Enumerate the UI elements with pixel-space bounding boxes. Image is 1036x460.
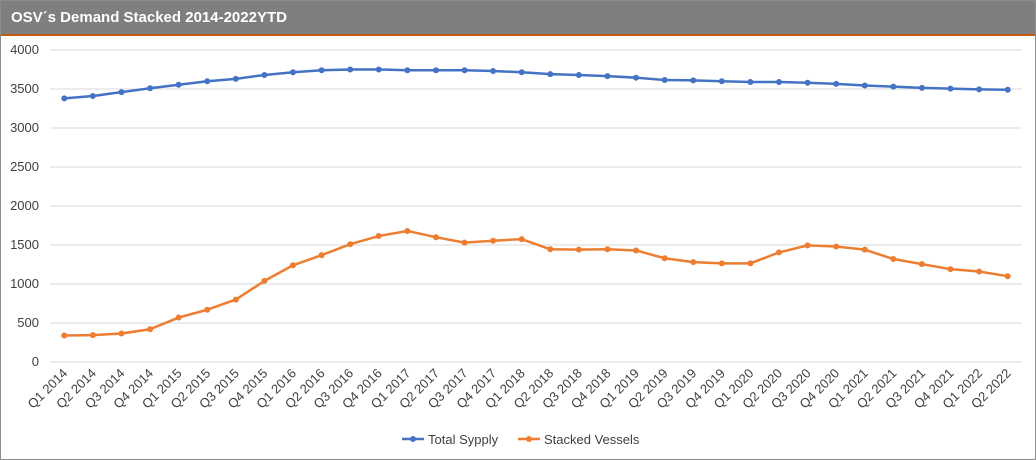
data-point <box>804 242 811 249</box>
data-point <box>147 85 154 92</box>
data-point <box>490 237 497 244</box>
series-line <box>64 68 1008 100</box>
data-point <box>118 330 125 337</box>
legend: Total Sypply Stacked Vessels <box>402 432 640 447</box>
data-point <box>204 306 211 313</box>
data-point <box>547 246 554 253</box>
data-point <box>490 68 497 75</box>
data-point <box>633 74 640 81</box>
legend-marker <box>526 436 532 442</box>
data-point <box>318 252 325 259</box>
data-point <box>147 326 154 333</box>
data-point <box>290 262 296 269</box>
title-bar: OSV´s Demand Stacked 2014-2022YTD <box>1 1 1035 36</box>
data-point <box>518 236 525 243</box>
gridlines <box>50 49 1022 363</box>
data-point <box>890 83 897 90</box>
data-point <box>432 234 439 241</box>
series-stacked-vessels <box>61 227 1011 339</box>
data-point <box>718 260 725 267</box>
series-line <box>64 229 1008 337</box>
data-point <box>747 78 754 85</box>
legend-item: Stacked Vessels <box>518 432 640 447</box>
data-point <box>976 268 983 275</box>
legend-marker <box>410 436 416 442</box>
data-point <box>290 69 296 76</box>
data-point <box>575 71 582 78</box>
data-point <box>947 85 954 92</box>
data-point <box>89 93 96 100</box>
data-point <box>804 79 811 86</box>
data-point <box>404 227 411 234</box>
data-point <box>833 80 840 87</box>
data-point <box>918 261 925 268</box>
data-point <box>661 255 668 262</box>
data-point <box>861 82 868 89</box>
y-tick-label: 500 <box>17 315 39 330</box>
data-point <box>747 260 754 267</box>
data-point <box>776 78 782 85</box>
y-tick-label: 3000 <box>10 120 39 135</box>
data-point <box>61 332 68 339</box>
data-point <box>947 266 954 273</box>
data-point <box>1004 273 1011 280</box>
data-point <box>861 246 868 253</box>
legend-item: Total Sypply <box>402 432 499 447</box>
data-point <box>604 73 611 80</box>
data-point <box>518 69 525 76</box>
y-tick-label: 2000 <box>10 198 39 213</box>
data-point <box>432 67 439 74</box>
y-tick-label: 2500 <box>10 159 39 174</box>
data-point <box>347 241 354 248</box>
y-tick-label: 1000 <box>10 276 39 291</box>
data-point <box>690 259 697 266</box>
data-point <box>375 66 382 73</box>
data-point <box>261 277 268 284</box>
data-point <box>118 89 125 96</box>
data-point <box>61 95 68 102</box>
legend-label: Total Sypply <box>428 432 499 447</box>
data-point <box>347 66 354 73</box>
data-point <box>175 81 182 88</box>
data-point <box>375 233 382 240</box>
y-tick-label: 4000 <box>10 42 39 57</box>
data-point <box>833 243 840 250</box>
data-point <box>204 78 211 85</box>
y-axis-ticks: 0 500 1000 1500 2000 2500 3000 3500 4000 <box>10 42 39 369</box>
y-tick-label: 0 <box>32 354 39 369</box>
data-point <box>661 77 668 84</box>
y-tick-label: 1500 <box>10 237 39 252</box>
series-layer <box>61 66 1011 339</box>
data-point <box>918 84 925 91</box>
data-point <box>690 77 697 84</box>
data-point <box>89 332 96 339</box>
data-point <box>232 296 239 303</box>
data-point <box>175 314 182 321</box>
data-point <box>547 71 554 78</box>
data-point <box>261 71 268 78</box>
legend-label: Stacked Vessels <box>544 432 640 447</box>
data-point <box>890 256 897 263</box>
data-point <box>232 75 239 82</box>
data-point <box>718 78 725 85</box>
data-point <box>318 67 325 74</box>
data-point <box>461 67 468 74</box>
data-point <box>1004 86 1011 93</box>
data-point <box>604 246 611 253</box>
data-point <box>633 247 640 254</box>
data-point <box>404 67 411 74</box>
series-total-sypply <box>61 66 1011 102</box>
chart-title: OSV´s Demand Stacked 2014-2022YTD <box>11 9 287 26</box>
y-tick-label: 3500 <box>10 81 39 96</box>
data-point <box>776 249 782 256</box>
data-point <box>575 246 582 253</box>
data-point <box>976 86 983 93</box>
data-point <box>461 239 468 246</box>
